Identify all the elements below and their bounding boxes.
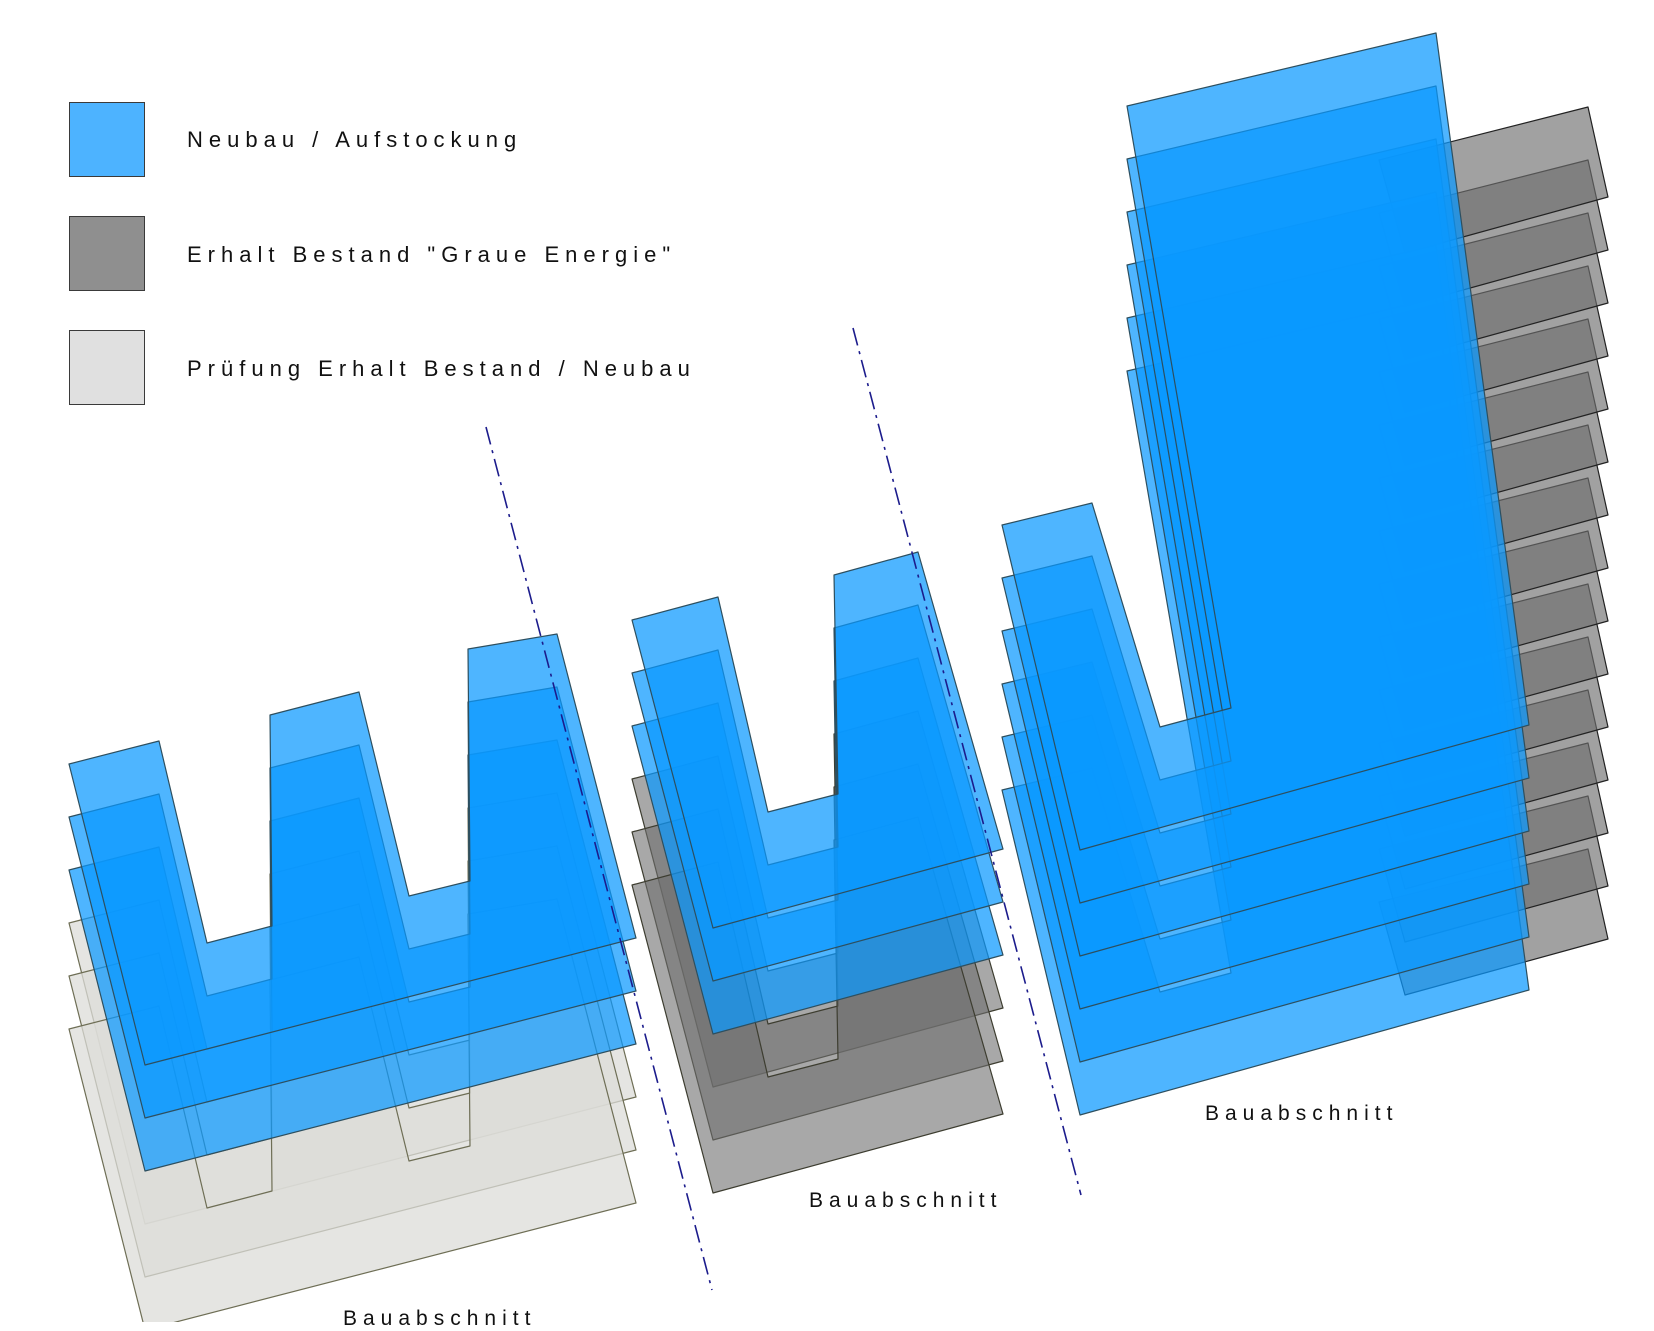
legend-swatch-existing (69, 216, 145, 291)
new-build-floor-p2 (631, 551, 1004, 929)
phase-label-1: Bauabschnitt (343, 1307, 537, 1330)
legend-label-existing: Erhalt Bestand "Graue Energie" (187, 242, 677, 267)
new-build-floor-p1 (68, 633, 637, 1066)
phase-label-3: Bauabschnitt (1205, 1102, 1399, 1125)
phase-dividers (485, 327, 1082, 1291)
phase-divider-1 (485, 426, 713, 1291)
legend-label-new-build: Neubau / Aufstockung (187, 127, 523, 152)
phase-label-2: Bauabschnitt (809, 1189, 1003, 1212)
legend-swatch-new-build (69, 102, 145, 177)
phase-divider-2 (852, 327, 1082, 1196)
new-build-floors (68, 32, 1530, 1172)
legend-swatch-review (69, 330, 145, 405)
new-build-floor-p3 (1001, 32, 1530, 851)
legend-label-review: Prüfung Erhalt Bestand / Neubau (187, 356, 696, 381)
